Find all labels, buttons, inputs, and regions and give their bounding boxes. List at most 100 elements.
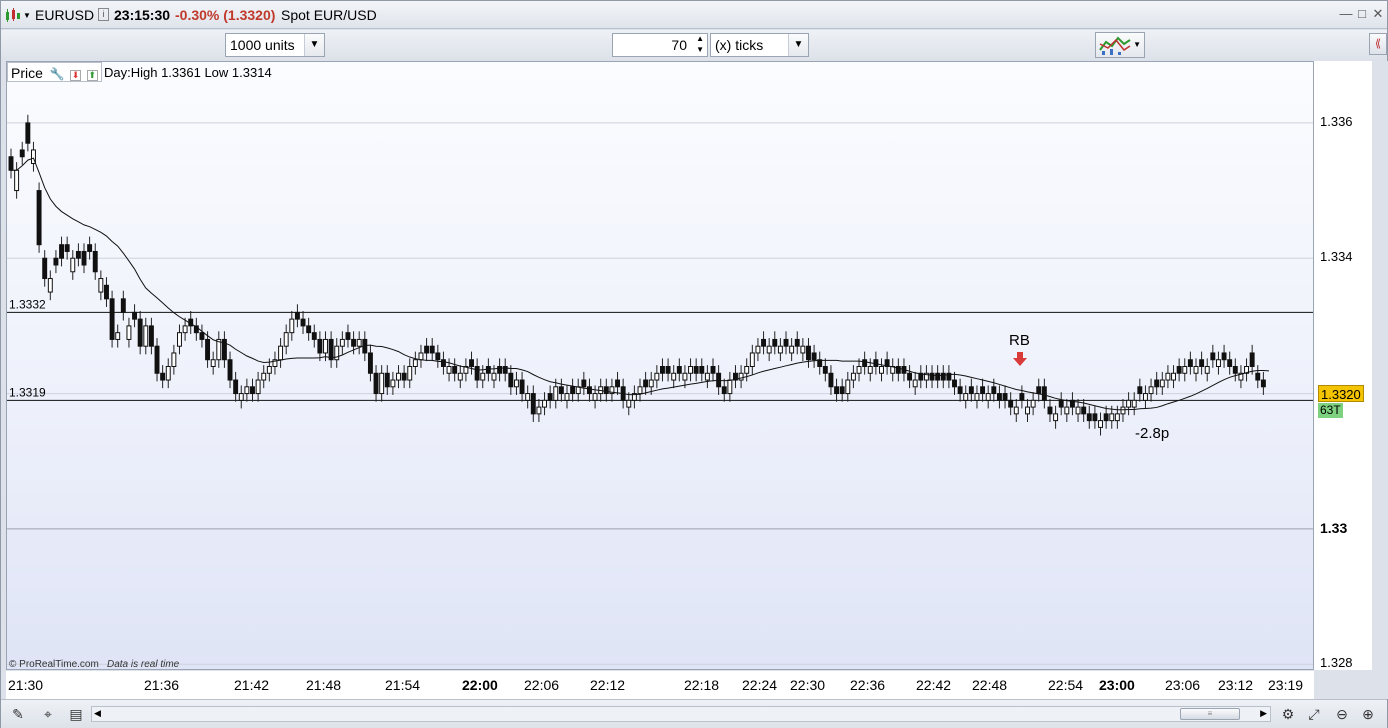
- candle-body: [446, 366, 452, 374]
- chevron-down-icon[interactable]: ▼: [788, 34, 808, 56]
- candle: [233, 371, 239, 402]
- sell-arrow-icon[interactable]: [1013, 352, 1027, 366]
- day-range-label: Day:High 1.3361 Low 1.3314: [104, 65, 272, 80]
- candle-body: [766, 345, 772, 354]
- candle: [1086, 405, 1092, 429]
- candle: [1019, 385, 1025, 409]
- candle-body: [1244, 366, 1250, 374]
- candle-body: [1114, 413, 1120, 422]
- candle-body: [345, 332, 351, 340]
- candle: [300, 311, 306, 335]
- candle: [87, 236, 93, 260]
- level-label: 1.3332: [9, 297, 46, 311]
- info-icon[interactable]: i: [98, 8, 109, 21]
- candle: [879, 358, 884, 382]
- candle-body: [126, 325, 132, 340]
- chart-settings-icon[interactable]: ⚙: [1281, 706, 1295, 722]
- candle: [558, 378, 564, 402]
- candle-body: [721, 386, 727, 395]
- candle-body: [985, 393, 991, 401]
- candle-body: [1255, 372, 1261, 381]
- candle: [1036, 378, 1042, 402]
- table-icon[interactable]: ▤: [69, 706, 83, 722]
- candle: [822, 358, 828, 382]
- time-axis[interactable]: 21:30 21:36 21:42 21:48 21:54 22:00 22:06 22:12…: [6, 671, 1314, 699]
- maximize-icon[interactable]: □: [1358, 6, 1366, 21]
- candle-body: [1249, 352, 1255, 368]
- price-chart[interactable]: 1.3332 1.3319 RB -2.8p Price 🔧 ⬇ ⬆ Day:High…: [6, 61, 1314, 670]
- candle: [699, 358, 705, 382]
- cursor-tools-icon[interactable]: ⌖: [44, 706, 52, 722]
- candle-body: [592, 393, 598, 401]
- candle: [446, 358, 452, 382]
- candle: [839, 378, 845, 402]
- candle-body: [193, 325, 199, 334]
- candle: [81, 243, 87, 274]
- candle-body: [418, 352, 424, 361]
- moving-average-line: [11, 157, 1270, 411]
- candle-body: [1159, 379, 1165, 388]
- candle-body: [884, 359, 890, 368]
- candle: [806, 338, 811, 368]
- candle-body: [688, 366, 694, 374]
- candle-body: [452, 366, 458, 374]
- candle-body: [699, 366, 705, 374]
- candle: [120, 290, 126, 321]
- remove-panel-icon[interactable]: ⬇: [70, 70, 82, 81]
- chart-type-icon[interactable]: [5, 7, 20, 23]
- chart-canvas[interactable]: 1.3332 1.3319 RB -2.8p: [7, 62, 1314, 670]
- candle: [688, 358, 694, 382]
- candle: [53, 250, 59, 274]
- candle-body: [1081, 406, 1087, 415]
- spinner-down-icon[interactable]: ▼: [696, 45, 704, 54]
- minimize-icon[interactable]: —: [1339, 6, 1353, 21]
- candle: [615, 371, 621, 395]
- candle: [513, 371, 519, 395]
- symbol-dropdown-icon[interactable]: ▼: [23, 11, 31, 20]
- candle: [384, 365, 390, 395]
- scroll-thumb[interactable]: ≡: [1180, 708, 1240, 720]
- candle-body: [1025, 406, 1030, 415]
- price-label[interactable]: Price: [11, 65, 43, 81]
- indicators-button[interactable]: ▼: [1095, 32, 1145, 58]
- tick-mode-select[interactable]: (x) ticks ▼: [710, 33, 809, 57]
- candle: [850, 365, 856, 389]
- candle-body: [581, 379, 587, 388]
- tick-count-spinner[interactable]: 70 ▲ ▼: [612, 33, 708, 57]
- scroll-left-icon[interactable]: ◀: [94, 708, 101, 718]
- candle: [272, 351, 278, 375]
- scroll-right-icon[interactable]: ▶: [1260, 708, 1267, 718]
- candle: [367, 344, 373, 382]
- chevron-down-icon[interactable]: ▼: [304, 34, 324, 56]
- zoom-fit-icon[interactable]: ⤢: [1308, 706, 1320, 722]
- candle: [1148, 378, 1154, 402]
- candle-body: [783, 338, 789, 347]
- footer-brand: © ProRealTime.com: [9, 659, 99, 670]
- spinner-up-icon[interactable]: ▲: [696, 34, 704, 43]
- zoom-in-icon[interactable]: ⊕: [1362, 706, 1374, 722]
- candle: [36, 182, 42, 253]
- side-tool-icon[interactable]: ⟪: [1369, 33, 1387, 55]
- horizontal-scrollbar[interactable]: ◀ ≡ ▶: [91, 706, 1271, 722]
- candle-body: [1103, 413, 1109, 422]
- candle: [749, 344, 755, 375]
- candle-body: [862, 359, 868, 368]
- candle: [154, 338, 160, 382]
- zoom-out-icon[interactable]: ⊖: [1336, 706, 1348, 722]
- add-panel-icon[interactable]: ⬆: [86, 70, 98, 81]
- candle-body: [424, 345, 430, 354]
- candle-body: [356, 338, 362, 347]
- candle-body: [1002, 393, 1008, 401]
- candle: [1260, 371, 1266, 395]
- drawing-tools-icon[interactable]: ✎: [12, 706, 24, 722]
- candle: [564, 385, 570, 409]
- wrench-icon[interactable]: 🔧: [49, 67, 65, 81]
- candle-body: [963, 393, 969, 401]
- close-icon[interactable]: ✕: [1372, 6, 1384, 21]
- units-select[interactable]: 1000 units ▼: [225, 33, 325, 57]
- candle: [1008, 392, 1014, 416]
- candle: [255, 371, 261, 402]
- candle: [373, 365, 379, 402]
- chevron-down-icon[interactable]: ▼: [1133, 40, 1141, 49]
